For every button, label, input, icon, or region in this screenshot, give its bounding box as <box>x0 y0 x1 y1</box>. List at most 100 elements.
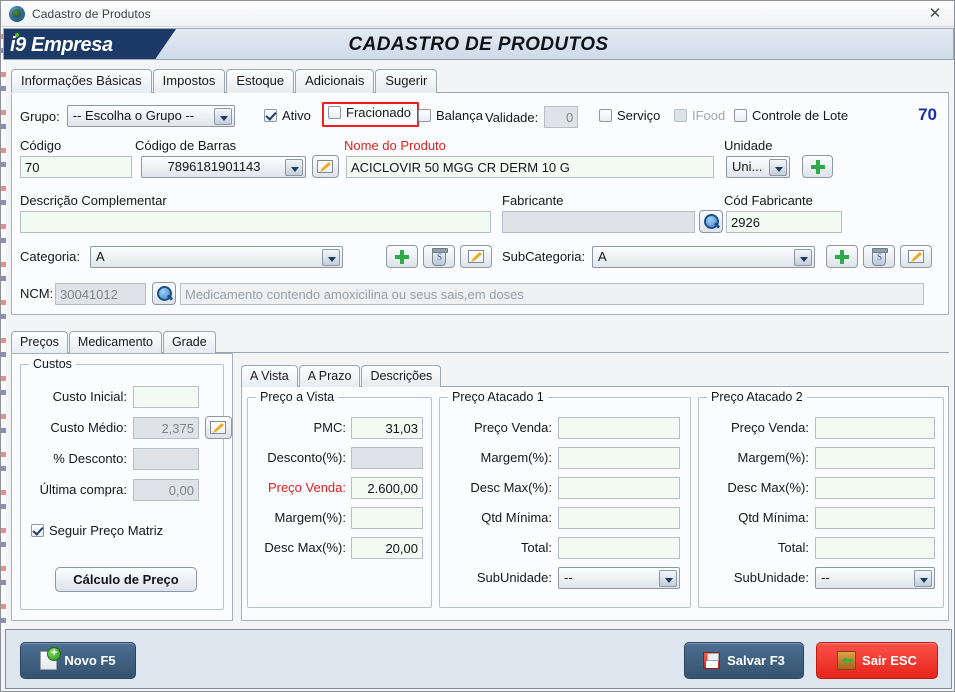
sair-button[interactable]: Sair ESC <box>816 642 938 679</box>
atacado1-qtd-minima-input[interactable] <box>558 507 680 529</box>
checkbox-box <box>328 106 341 119</box>
pencil-icon <box>908 250 924 263</box>
grupo-select[interactable]: -- Escolha o Grupo -- <box>66 105 235 127</box>
descricao-label: Descrição Complementar <box>20 193 167 208</box>
grupo-row: Grupo: -- Escolha o Grupo -- <box>20 105 235 127</box>
ativo-checkbox[interactable]: Ativo <box>264 108 311 123</box>
categoria-value: A <box>96 249 105 264</box>
desconto-pct-input[interactable] <box>351 447 423 469</box>
desc-max-input[interactable] <box>351 537 423 559</box>
edit-custo-medio-button[interactable] <box>205 416 232 439</box>
seguir-preco-matriz-checkbox[interactable]: Seguir Preço Matriz <box>31 523 163 538</box>
price-tab-descricoes[interactable]: Descrições <box>361 365 442 387</box>
desconto-input[interactable] <box>133 448 199 470</box>
search-fabricante-button[interactable] <box>699 210 723 233</box>
atacado1-preco-venda-input[interactable] <box>558 417 680 439</box>
pmc-input[interactable] <box>351 417 423 439</box>
atacado2-subunidade-select[interactable]: -- <box>815 567 935 589</box>
brand-banner: CADASTRO DE PRODUTOS i9 Empresa <box>3 28 954 60</box>
pencil-icon <box>468 250 484 263</box>
validade-input[interactable] <box>544 106 579 128</box>
atacado1-desc-max-input[interactable] <box>558 477 680 499</box>
chevron-down-icon[interactable] <box>213 108 232 125</box>
codigo-barras-value: 7896181901143 <box>167 159 261 174</box>
calculo-preco-button[interactable]: Cálculo de Preço <box>55 567 197 592</box>
balanca-checkbox[interactable]: Balança <box>418 108 483 123</box>
price-tab-a-prazo[interactable]: A Prazo <box>298 365 361 387</box>
atacado1-subunidade-label: SubUnidade: <box>476 570 552 585</box>
custo-inicial-input[interactable] <box>133 386 199 408</box>
chevron-down-icon[interactable] <box>322 249 340 266</box>
add-categoria-button[interactable] <box>386 245 418 268</box>
atacado2-desc-max-input[interactable] <box>815 477 935 499</box>
validade-row: Validade: <box>485 106 579 128</box>
fracionado-label: Fracionado <box>346 105 412 120</box>
controle-lote-checkbox[interactable]: Controle de Lote <box>734 108 848 123</box>
add-unidade-button[interactable] <box>802 155 833 178</box>
atacado2-total-label: Total: <box>777 540 809 555</box>
grupo-label: Grupo: <box>20 108 60 124</box>
nome-produto-input[interactable] <box>346 156 714 178</box>
codigo-barras-select[interactable]: 7896181901143 <box>141 156 306 178</box>
close-icon[interactable]: ✕ <box>928 5 942 22</box>
tab-sugerir[interactable]: Sugerir <box>375 69 438 93</box>
tab-impostos[interactable]: Impostos <box>152 69 226 93</box>
codigo-input[interactable] <box>20 156 132 178</box>
delete-subcategoria-button[interactable] <box>863 245 895 268</box>
edit-barcode-button[interactable] <box>312 155 339 178</box>
subtab-grade[interactable]: Grade <box>162 331 216 353</box>
atacado2-qtd-minima-input[interactable] <box>815 507 935 529</box>
price-panel: Preço a Vista PMC: Desconto(%): Preço Ve… <box>241 387 949 621</box>
chevron-down-icon[interactable] <box>914 570 932 587</box>
chevron-down-icon[interactable] <box>285 159 303 176</box>
servico-checkbox[interactable]: Serviço <box>599 108 660 123</box>
codigo-label: Código <box>20 138 62 153</box>
basic-info-panel: Grupo: -- Escolha o Grupo -- Ativo Fraci… <box>11 93 949 315</box>
brand-wedge <box>154 29 176 59</box>
chevron-down-icon[interactable] <box>794 249 812 266</box>
preco-atacado-2-title: Preço Atacado 2 <box>707 390 807 404</box>
atacado1-total-input[interactable] <box>558 537 680 559</box>
chevron-down-icon[interactable] <box>769 159 787 176</box>
categoria-label: Categoria: <box>20 249 80 264</box>
subtab-precos[interactable]: Preços <box>11 331 68 353</box>
fabricante-input[interactable] <box>502 211 695 233</box>
atacado2-subunidade-label: SubUnidade: <box>733 570 809 585</box>
atacado2-preco-venda-input[interactable] <box>815 417 935 439</box>
price-tab-a-vista[interactable]: A Vista <box>241 365 298 387</box>
edit-subcategoria-button[interactable] <box>900 245 932 268</box>
footer-toolbar: Novo F5 Salvar F3 Sair ESC <box>5 629 952 689</box>
search-ncm-button[interactable] <box>152 282 176 305</box>
unidade-select[interactable]: Uni... <box>726 156 790 178</box>
preco-venda-input[interactable] <box>351 477 423 499</box>
tab-adicionais[interactable]: Adicionais <box>295 69 375 93</box>
margem-input[interactable] <box>351 507 423 529</box>
subtab-medicamento[interactable]: Medicamento <box>68 331 162 353</box>
chevron-down-icon[interactable] <box>659 570 677 587</box>
add-subcategoria-button[interactable] <box>826 245 858 268</box>
cod-fabricante-input[interactable] <box>726 211 842 233</box>
exit-door-icon <box>837 651 857 670</box>
checkbox-box <box>674 109 687 122</box>
categoria-select[interactable]: A <box>90 246 343 268</box>
atacado2-total-input[interactable] <box>815 537 935 559</box>
cod-fabricante-label: Cód Fabricante <box>724 193 813 208</box>
novo-button[interactable]: Novo F5 <box>20 642 136 679</box>
atacado2-margem-input[interactable] <box>815 447 935 469</box>
tab-estoque[interactable]: Estoque <box>226 69 295 93</box>
tab-informacoes-basicas[interactable]: Informações Básicas <box>11 69 152 93</box>
ultima-compra-input[interactable] <box>133 479 199 501</box>
ifood-checkbox: IFood <box>674 108 725 123</box>
descricao-input[interactable] <box>20 211 491 233</box>
edit-categoria-button[interactable] <box>460 245 492 268</box>
delete-categoria-button[interactable] <box>423 245 455 268</box>
subcategoria-value: A <box>598 249 607 264</box>
fracionado-checkbox[interactable]: Fracionado <box>328 105 411 120</box>
ncm-input[interactable] <box>55 283 146 305</box>
atacado1-subunidade-select[interactable]: -- <box>558 567 680 589</box>
atacado1-margem-input[interactable] <box>558 447 680 469</box>
desc-max-label: Desc Max(%): <box>264 540 346 555</box>
custo-medio-input[interactable] <box>133 417 199 439</box>
subcategoria-select[interactable]: A <box>592 246 815 268</box>
salvar-button[interactable]: Salvar F3 <box>684 642 804 679</box>
